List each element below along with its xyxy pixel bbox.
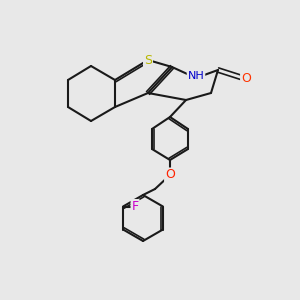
Text: NH: NH <box>188 71 204 81</box>
Text: S: S <box>144 53 152 67</box>
Text: O: O <box>241 71 251 85</box>
Text: O: O <box>165 169 175 182</box>
Text: F: F <box>131 200 139 213</box>
